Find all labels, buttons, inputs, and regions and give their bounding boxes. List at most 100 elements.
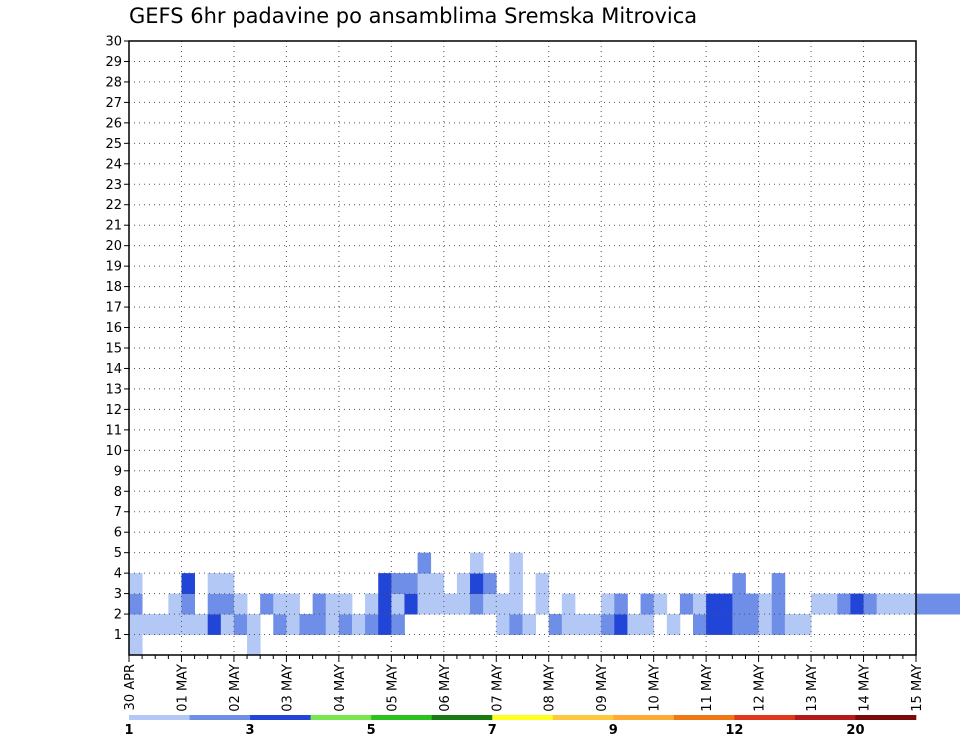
heatmap-cell bbox=[797, 614, 812, 635]
heatmap-cell bbox=[168, 614, 182, 635]
heatmap-cell bbox=[732, 614, 746, 635]
colorbar-swatch bbox=[673, 715, 735, 720]
heatmap-cell bbox=[273, 593, 287, 615]
heatmap-cell bbox=[430, 573, 445, 594]
x-tick-label: 01 MAY bbox=[175, 664, 190, 712]
heatmap-cell bbox=[522, 614, 537, 635]
heatmap-cell bbox=[286, 593, 300, 615]
heatmap-cell bbox=[929, 593, 943, 615]
y-axis: 1234567891011121314151617181920212223242… bbox=[105, 35, 129, 643]
colorbar-swatch bbox=[431, 715, 493, 720]
y-tick-label: 1 bbox=[114, 628, 122, 643]
x-axis: 30 APR 01 MAY 02 MAY 03 MAY 04 MAY 05 MAY 06 M… bbox=[123, 655, 925, 712]
heatmap-cell bbox=[470, 552, 484, 574]
heatmap-cell bbox=[745, 593, 759, 615]
heatmap-cell bbox=[902, 593, 917, 615]
heatmap-cell bbox=[312, 593, 327, 615]
y-tick-label: 22 bbox=[105, 198, 122, 213]
heatmap-cell bbox=[640, 593, 655, 615]
heatmap-cell bbox=[693, 614, 707, 635]
heatmap-cell bbox=[509, 593, 523, 615]
heatmap-cell bbox=[942, 593, 956, 615]
heatmap-cell bbox=[260, 593, 274, 615]
heatmap-cell bbox=[443, 593, 458, 615]
heatmap-cell bbox=[338, 593, 353, 615]
colorbar-label: 20 bbox=[846, 723, 864, 738]
x-tick-label: 10 MAY bbox=[648, 664, 663, 712]
y-tick-label: 16 bbox=[105, 321, 122, 336]
y-tick-label: 5 bbox=[114, 546, 122, 561]
heatmap-cell bbox=[627, 614, 641, 635]
heatmap-cell bbox=[601, 593, 615, 615]
y-tick-label: 14 bbox=[105, 362, 122, 377]
colorbar: 1 3 5 7 9 12 20 bbox=[124, 715, 917, 738]
colorbar-swatch bbox=[250, 715, 311, 720]
y-tick-label: 30 bbox=[105, 35, 122, 50]
colorbar-swatch bbox=[189, 715, 251, 720]
y-tick-label: 27 bbox=[105, 96, 122, 111]
heatmap-cell bbox=[404, 573, 418, 594]
colorbar-swatch bbox=[613, 715, 675, 720]
heatmap-cell bbox=[378, 573, 392, 594]
colorbar-swatch bbox=[552, 715, 614, 720]
heatmap-cell bbox=[561, 614, 576, 635]
y-tick-label: 12 bbox=[105, 403, 122, 418]
heatmap-cell bbox=[679, 593, 694, 615]
heatmap-cell bbox=[299, 614, 314, 635]
heatmap-cell bbox=[535, 573, 550, 594]
heatmap-cell bbox=[417, 573, 432, 594]
heatmap-cell bbox=[811, 593, 825, 615]
colorbar-swatch bbox=[371, 715, 432, 720]
colorbar-swatch bbox=[492, 715, 554, 720]
x-tick-label: 09 MAY bbox=[595, 664, 610, 712]
heatmap-cell bbox=[706, 614, 720, 635]
heatmap-cell bbox=[417, 552, 432, 574]
x-tick-label: 06 MAY bbox=[438, 664, 453, 712]
x-tick-label: 08 MAY bbox=[543, 664, 558, 712]
heatmap-cell bbox=[456, 573, 471, 594]
x-tick-label: 14 MAY bbox=[858, 664, 873, 712]
heatmap-cell bbox=[247, 634, 261, 656]
heatmap-cell bbox=[181, 593, 195, 615]
y-tick-label: 11 bbox=[105, 423, 122, 438]
heatmap-cell bbox=[745, 614, 759, 635]
x-tick-label: 12 MAY bbox=[753, 664, 768, 712]
heatmap-cell bbox=[719, 593, 733, 615]
heatmap-cell bbox=[181, 573, 195, 594]
y-tick-label: 28 bbox=[105, 75, 122, 90]
heatmap-cell bbox=[233, 614, 248, 635]
y-tick-label: 6 bbox=[114, 526, 122, 541]
heatmap-cell bbox=[614, 593, 628, 615]
heatmap-cell bbox=[470, 593, 484, 615]
heatmap-cell bbox=[916, 593, 930, 615]
heatmap-cell bbox=[233, 593, 248, 615]
heatmap-cell bbox=[496, 614, 510, 635]
heatmap-cell bbox=[758, 593, 773, 615]
heatmap-cell bbox=[574, 614, 589, 635]
colorbar-swatch bbox=[310, 715, 372, 720]
heatmap-cell bbox=[129, 634, 143, 656]
heatmap-cell bbox=[706, 593, 720, 615]
heatmap-cell bbox=[325, 593, 340, 615]
heatmap-cell bbox=[378, 614, 392, 635]
heatmap-cell bbox=[824, 593, 838, 615]
x-tick-label: 03 MAY bbox=[280, 664, 295, 712]
y-tick-label: 21 bbox=[105, 219, 122, 234]
heatmap-cell bbox=[129, 573, 143, 594]
chart-title: GEFS 6hr padavine po ansamblima Sremska … bbox=[129, 4, 698, 28]
heatmap-cell bbox=[338, 614, 353, 635]
heatmap-cell bbox=[168, 593, 182, 615]
heatmap-cell bbox=[391, 573, 405, 594]
heatmap-cell bbox=[391, 593, 405, 615]
heatmap-cell bbox=[850, 593, 864, 615]
y-tick-label: 15 bbox=[105, 342, 122, 357]
colorbar-label: 1 bbox=[124, 723, 133, 738]
heatmap-cell bbox=[653, 593, 668, 615]
heatmap-cell bbox=[863, 593, 878, 615]
x-tick-label: 30 APR bbox=[123, 664, 138, 710]
heatmap-cell bbox=[771, 593, 786, 615]
heatmap-cell bbox=[181, 614, 195, 635]
heatmap-cell bbox=[535, 593, 550, 615]
heatmap-cell bbox=[129, 593, 143, 615]
heatmap-cell bbox=[273, 614, 287, 635]
